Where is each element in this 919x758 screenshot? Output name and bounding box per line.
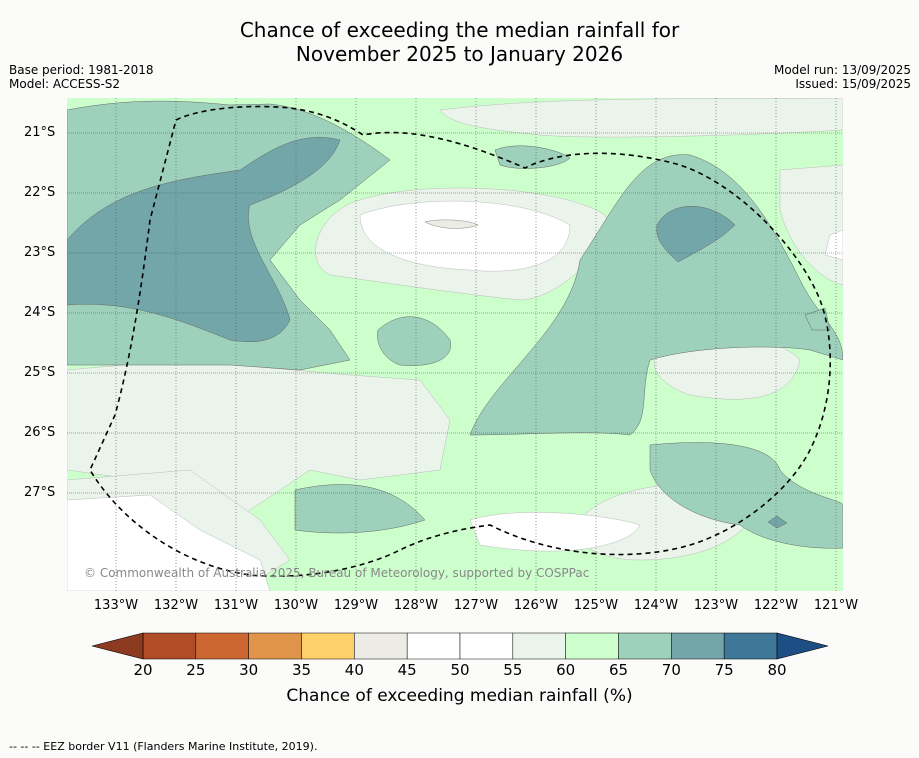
colorbar-segment (723, 632, 778, 660)
colorbar-segment (565, 632, 619, 660)
zone-65-70-east (469, 154, 843, 436)
colorbar-segment (248, 632, 302, 660)
lon-label-122: 122°W (753, 598, 799, 613)
rainfall-contours (67, 98, 843, 591)
zone-65-70-south (294, 484, 426, 534)
lon-label-127: 127°W (453, 598, 499, 613)
zone-70-75-small (767, 515, 788, 529)
colorbar-tick-label: 50 (450, 661, 470, 679)
lat-label-21: 21°S (24, 125, 56, 140)
lon-label-125: 125°W (573, 598, 619, 613)
copyright-notice: © Commonwealth of Australia 2025, Bureau… (84, 566, 590, 580)
eez-legend-note: -- -- -- EEZ border V11 (Flanders Marine… (9, 740, 318, 753)
zone-65-70-north (494, 145, 571, 169)
colorbar-tick-label: 35 (291, 661, 312, 679)
lon-label-133: 133°W (93, 598, 139, 613)
colorbar-tick-label: 25 (186, 661, 206, 679)
lat-label-25: 25°S (24, 365, 56, 380)
colorbar-tick-label: 45 (397, 661, 417, 679)
lon-label-128: 128°W (393, 598, 439, 613)
zone-65-70-center (377, 316, 451, 366)
zone-45-55-south (469, 512, 641, 552)
lon-label-131: 131°W (213, 598, 259, 613)
lat-label-23: 23°S (24, 245, 56, 260)
colorbar-segment (195, 632, 249, 660)
colorbar-tick-label: 60 (556, 661, 576, 679)
colorbar-tick-label: 75 (714, 661, 734, 679)
graticule (67, 98, 843, 591)
zone-70-75-west (67, 137, 341, 343)
lon-label-126: 126°W (513, 598, 559, 613)
eez-border (89, 105, 832, 578)
lon-label-132: 132°W (153, 598, 199, 613)
colorbar-segment (512, 632, 566, 660)
lon-label-130: 130°W (273, 598, 319, 613)
issued-date: Issued: 15/09/2025 (795, 77, 911, 91)
colorbar-over-arrow (776, 632, 829, 660)
colorbar-segment (354, 632, 408, 660)
map-title: Chance of exceeding the median rainfall … (0, 18, 919, 66)
colorbar-segment (142, 632, 197, 660)
lat-label-22: 22°S (24, 185, 56, 200)
title-line-2: November 2025 to January 2026 (295, 42, 624, 66)
zone-45-55-center (359, 200, 571, 272)
zone-70-75-east (656, 206, 736, 263)
colorbar-tick-label: 80 (767, 661, 787, 679)
colorbar-under-arrow (91, 632, 144, 660)
zone-65-70-se (649, 442, 843, 549)
model-run: Model run: 13/09/2025 (773, 63, 911, 77)
lon-label-124: 124°W (633, 598, 679, 613)
colorbar-segment (301, 632, 355, 660)
colorbar-segment (671, 632, 725, 660)
lat-label-24: 24°S (24, 305, 56, 320)
colorbar-tick-label: 20 (133, 661, 153, 679)
lat-label-26: 26°S (24, 425, 56, 440)
lon-label-129: 129°W (333, 598, 379, 613)
base-period: Base period: 1981-2018 (9, 63, 154, 77)
colorbar-tick-label: 65 (608, 661, 629, 679)
base-period-info: Base period: 1981-2018 Model: ACCESS-S2 (9, 63, 154, 91)
lon-label-121: 121°W (813, 598, 859, 613)
colorbar-tick-label: 55 (503, 661, 523, 679)
zone-40-45 (424, 219, 479, 229)
colorbar-segment (406, 632, 461, 660)
zone-45-55-east (824, 229, 843, 261)
colorbar-tick-label: 30 (239, 661, 259, 679)
zone-45-55-sw (67, 494, 271, 591)
colorbar-segment (459, 632, 514, 660)
run-info: Model run: 13/09/2025 Issued: 15/09/2025 (774, 63, 911, 91)
title-line-1: Chance of exceeding the median rainfall … (239, 18, 680, 42)
lat-label-27: 27°S (24, 485, 56, 500)
colorbar-segment (618, 632, 672, 660)
lon-label-123: 123°W (693, 598, 739, 613)
model-name: Model: ACCESS-S2 (9, 77, 121, 91)
colorbar-tick-label: 40 (344, 661, 364, 679)
colorbar (91, 632, 829, 660)
colorbar-tick-label: 70 (661, 661, 681, 679)
colorbar-label: Chance of exceeding median rainfall (%) (286, 686, 633, 706)
